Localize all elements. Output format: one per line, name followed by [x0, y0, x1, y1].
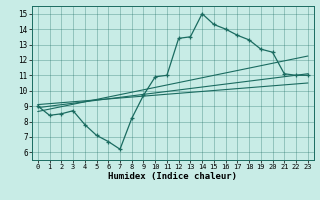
- X-axis label: Humidex (Indice chaleur): Humidex (Indice chaleur): [108, 172, 237, 181]
